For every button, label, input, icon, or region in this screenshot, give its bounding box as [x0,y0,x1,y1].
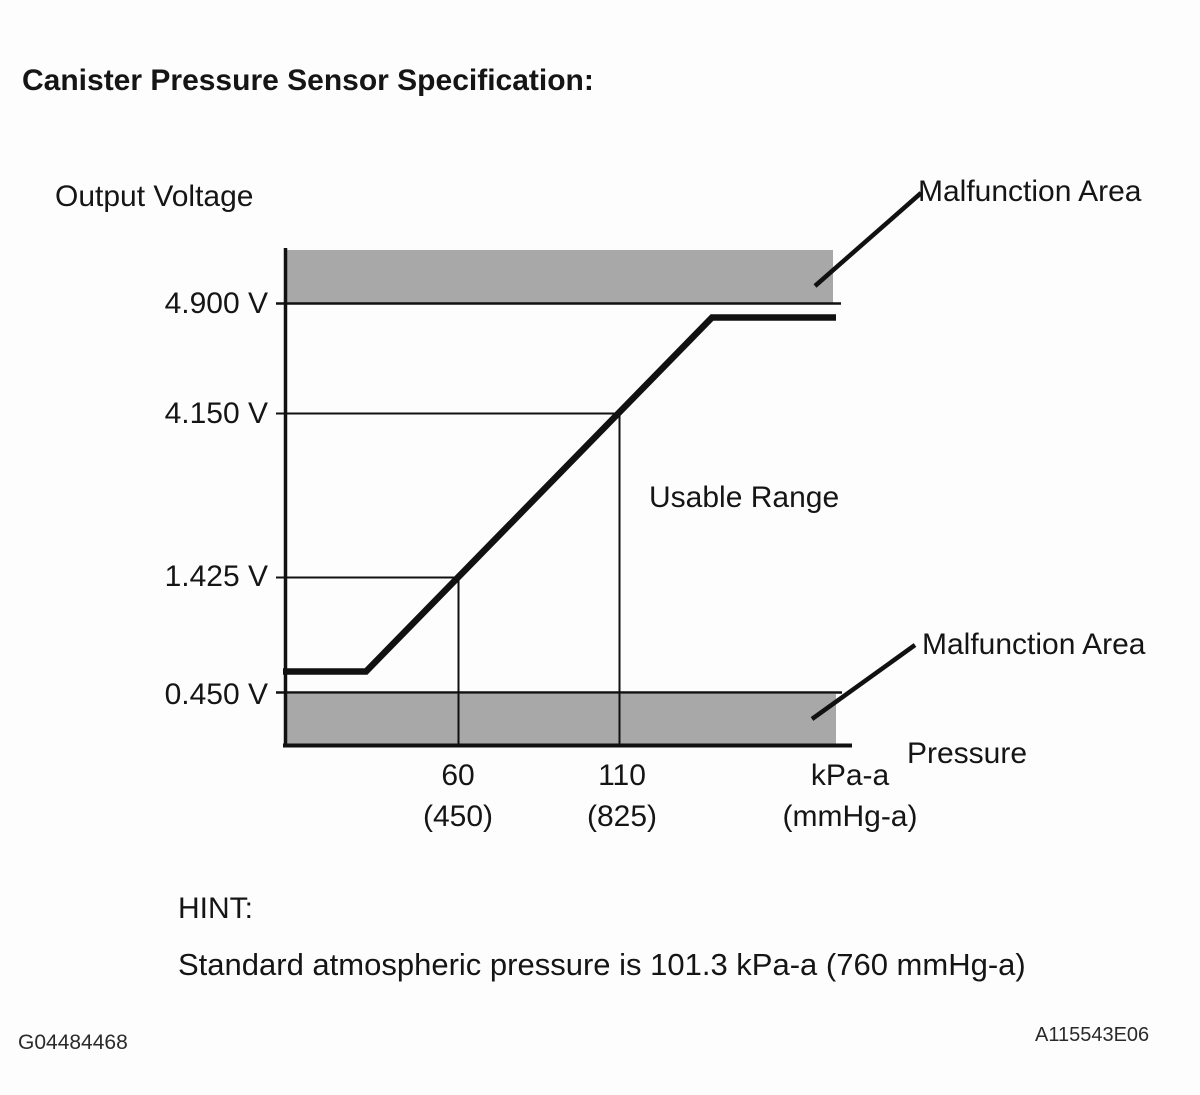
sensor-output-curve [283,314,836,675]
x-tick-60-kpa: 60 [441,759,475,792]
y-tick-4150: 4.150 V [164,397,268,430]
hint-text: Standard atmospheric pressure is 101.3 k… [178,947,1026,982]
usable-range-label: Usable Range [649,481,840,514]
malfunction-area-label-bottom: Malfunction Area [922,628,1146,661]
hint-label: HINT: [178,892,253,925]
malfunction-pointer-bottom [810,643,917,721]
malfunction-area-label-top: Malfunction Area [918,175,1142,208]
x-unit-kpa: kPa-a [810,759,890,792]
figure-code-left: G04484468 [18,1031,128,1054]
x-tick-450-mmhg: (450) [422,800,494,833]
x-unit-mmhg: (mmHg-a) [782,800,918,833]
malfunction-band-bottom [287,694,836,745]
y-tick-4900: 4.900 V [164,287,268,320]
figure-code-right: A115543E06 [1035,1024,1150,1046]
y-tick-1425: 1.425 V [164,560,268,593]
x-axis-title: Pressure [907,737,1028,770]
y-tick-0450: 0.450 V [164,678,268,711]
y-axis-title: Output Voltage [55,180,254,213]
figure-title: Canister Pressure Sensor Specification: [22,64,594,97]
x-tick-825-mmhg: (825) [586,800,658,833]
malfunction-pointer-top [813,191,923,288]
x-tick-110-kpa: 110 [598,759,646,792]
malfunction-band-top [287,250,833,303]
